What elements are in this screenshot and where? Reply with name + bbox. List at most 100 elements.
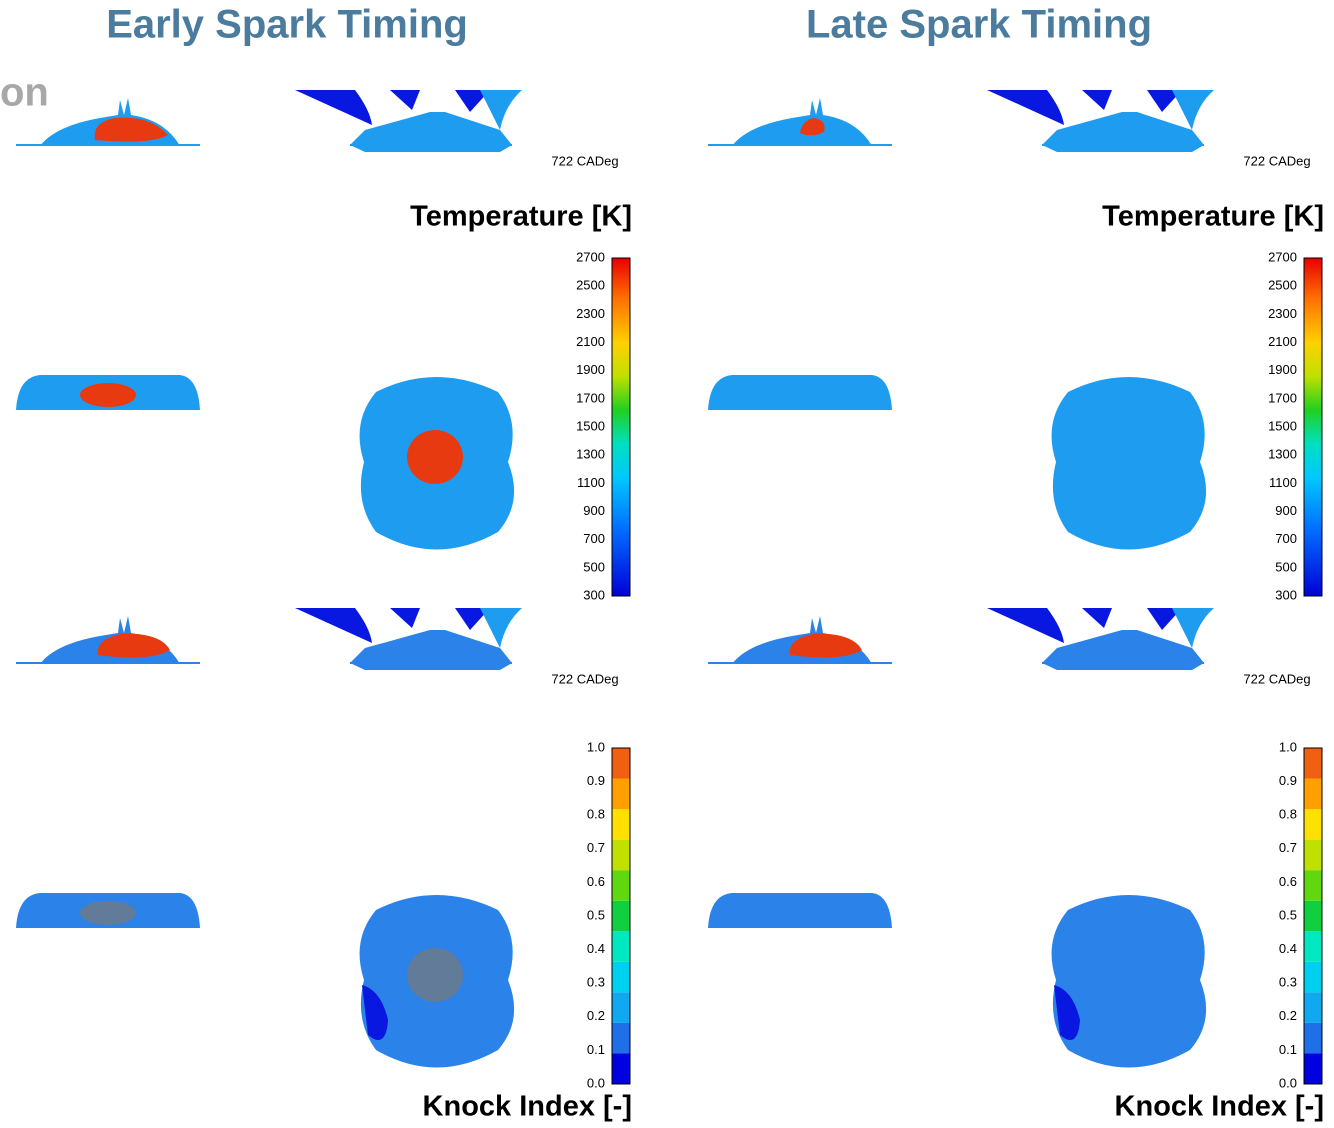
colorbar-tick: 1100 xyxy=(577,475,605,490)
colorbar-tick: 1.0 xyxy=(587,739,605,754)
field-label: Temperature [K] xyxy=(410,201,632,233)
colorbar-tick: 2300 xyxy=(576,306,605,321)
top-spot xyxy=(407,948,463,1002)
exhaust-port xyxy=(1172,608,1214,648)
colorbar-tick: 0.9 xyxy=(587,773,605,788)
colorbar-band xyxy=(1304,840,1322,871)
colorbar-tick: 0.0 xyxy=(587,1075,605,1090)
colorbar-band xyxy=(612,840,630,871)
colorbar-band xyxy=(612,870,630,901)
colorbar-tick: 0.1 xyxy=(587,1042,605,1057)
colorbar-tick: 0.6 xyxy=(587,874,605,889)
hot-zone xyxy=(95,118,168,142)
intake-port xyxy=(295,608,372,643)
colorbar-tick: 1500 xyxy=(1268,418,1297,433)
colorbar-band xyxy=(612,901,630,932)
intake-port xyxy=(295,90,372,125)
intake-port xyxy=(987,608,1064,643)
colorbar-tick: 900 xyxy=(1275,503,1297,518)
valve xyxy=(390,90,420,110)
page: on Early Spark Timing 722 CADeg Temperatur… xyxy=(0,0,1334,1128)
exhaust-port xyxy=(480,90,522,130)
field-label: Knock Index [-] xyxy=(423,1091,632,1123)
colorbar-band xyxy=(612,992,630,1023)
colorbar-band xyxy=(1304,809,1322,840)
colorbar-tick: 2700 xyxy=(1268,249,1297,264)
colorbar-tick: 0.3 xyxy=(587,975,605,990)
column-title: Late Spark Timing xyxy=(806,3,1152,47)
colorbar-band xyxy=(612,962,630,993)
colorbar-band xyxy=(1304,779,1322,810)
colorbar-tick: 0.4 xyxy=(1279,941,1297,956)
colorbar-band xyxy=(1304,870,1322,901)
colorbar-tick: 0.8 xyxy=(1279,807,1297,822)
cut-spot xyxy=(80,901,136,925)
colorbar-band xyxy=(1304,1023,1322,1054)
colorbar-tick: 700 xyxy=(1275,531,1297,546)
column: Late Spark Timing 722 CADeg Temperature [K… xyxy=(708,3,1324,1123)
column-title: Early Spark Timing xyxy=(106,3,468,47)
colorbar-tick: 0.6 xyxy=(1279,874,1297,889)
colorbar-tick: 1.0 xyxy=(1279,739,1297,754)
colorbar-tick: 1300 xyxy=(1268,447,1297,462)
colorbar-tick: 700 xyxy=(583,531,605,546)
colorbar-tick: 1700 xyxy=(1268,390,1297,405)
timestamp: 722 CADeg xyxy=(1243,671,1310,686)
colorbar-tick: 500 xyxy=(583,559,605,574)
colorbar-tick: 300 xyxy=(1275,587,1297,602)
colorbar-tick: 0.9 xyxy=(1279,773,1297,788)
colorbar-band xyxy=(1304,931,1322,962)
field-label: Temperature [K] xyxy=(1102,201,1324,233)
colorbar-tick: 0.8 xyxy=(587,807,605,822)
valve xyxy=(1082,608,1112,628)
horizontal-cut xyxy=(708,893,892,928)
timestamp: 722 CADeg xyxy=(551,153,618,168)
colorbar-tick: 1700 xyxy=(576,390,605,405)
colorbar-tick: 0.3 xyxy=(1279,975,1297,990)
colorbar-band xyxy=(612,779,630,810)
exhaust-port xyxy=(1172,90,1214,130)
colorbar-band xyxy=(612,748,630,779)
colorbar-band xyxy=(1304,901,1322,932)
colorbar-tick: 2300 xyxy=(1268,306,1297,321)
timestamp: 722 CADeg xyxy=(1243,153,1310,168)
timestamp: 722 CADeg xyxy=(551,671,618,686)
top-view xyxy=(1052,377,1207,550)
colorbar-tick: 0.4 xyxy=(587,941,605,956)
colorbar xyxy=(612,258,630,596)
colorbar-band xyxy=(612,1023,630,1054)
colorbar-tick: 2700 xyxy=(576,249,605,264)
colorbar-tick: 2500 xyxy=(576,278,605,293)
colorbar-tick: 0.5 xyxy=(1279,907,1297,922)
colorbar-tick: 500 xyxy=(1275,559,1297,574)
colorbar-tick: 2500 xyxy=(1268,278,1297,293)
colorbar-band xyxy=(612,809,630,840)
colorbar-tick: 0.0 xyxy=(1279,1075,1297,1090)
colorbar-tick: 300 xyxy=(583,587,605,602)
colorbar-band xyxy=(1304,992,1322,1023)
colorbar-tick: 1500 xyxy=(576,418,605,433)
colorbar-tick: 1900 xyxy=(1268,362,1297,377)
valve xyxy=(1082,90,1112,110)
colorbar-tick: 0.5 xyxy=(587,907,605,922)
top-spot xyxy=(407,430,463,484)
colorbar-tick: 2100 xyxy=(576,334,605,349)
colorbar-tick: 0.7 xyxy=(1279,840,1297,855)
intake-port xyxy=(987,90,1064,125)
colorbar-tick: 2100 xyxy=(1268,334,1297,349)
colorbar-tick: 0.2 xyxy=(587,1008,605,1023)
colorbar-band xyxy=(612,931,630,962)
colorbar-tick: 1900 xyxy=(576,362,605,377)
colorbar-tick: 900 xyxy=(583,503,605,518)
colorbar-tick: 1300 xyxy=(576,447,605,462)
partial-label: on xyxy=(0,71,49,115)
field-label: Knock Index [-] xyxy=(1115,1091,1324,1123)
colorbar-tick: 0.1 xyxy=(1279,1042,1297,1057)
valve xyxy=(390,608,420,628)
colorbar-band xyxy=(612,1053,630,1084)
colorbar-band xyxy=(1304,748,1322,779)
cut-spot xyxy=(80,383,136,407)
colorbar-band xyxy=(1304,962,1322,993)
top-view xyxy=(1052,895,1207,1068)
colorbar-band xyxy=(1304,1053,1322,1084)
